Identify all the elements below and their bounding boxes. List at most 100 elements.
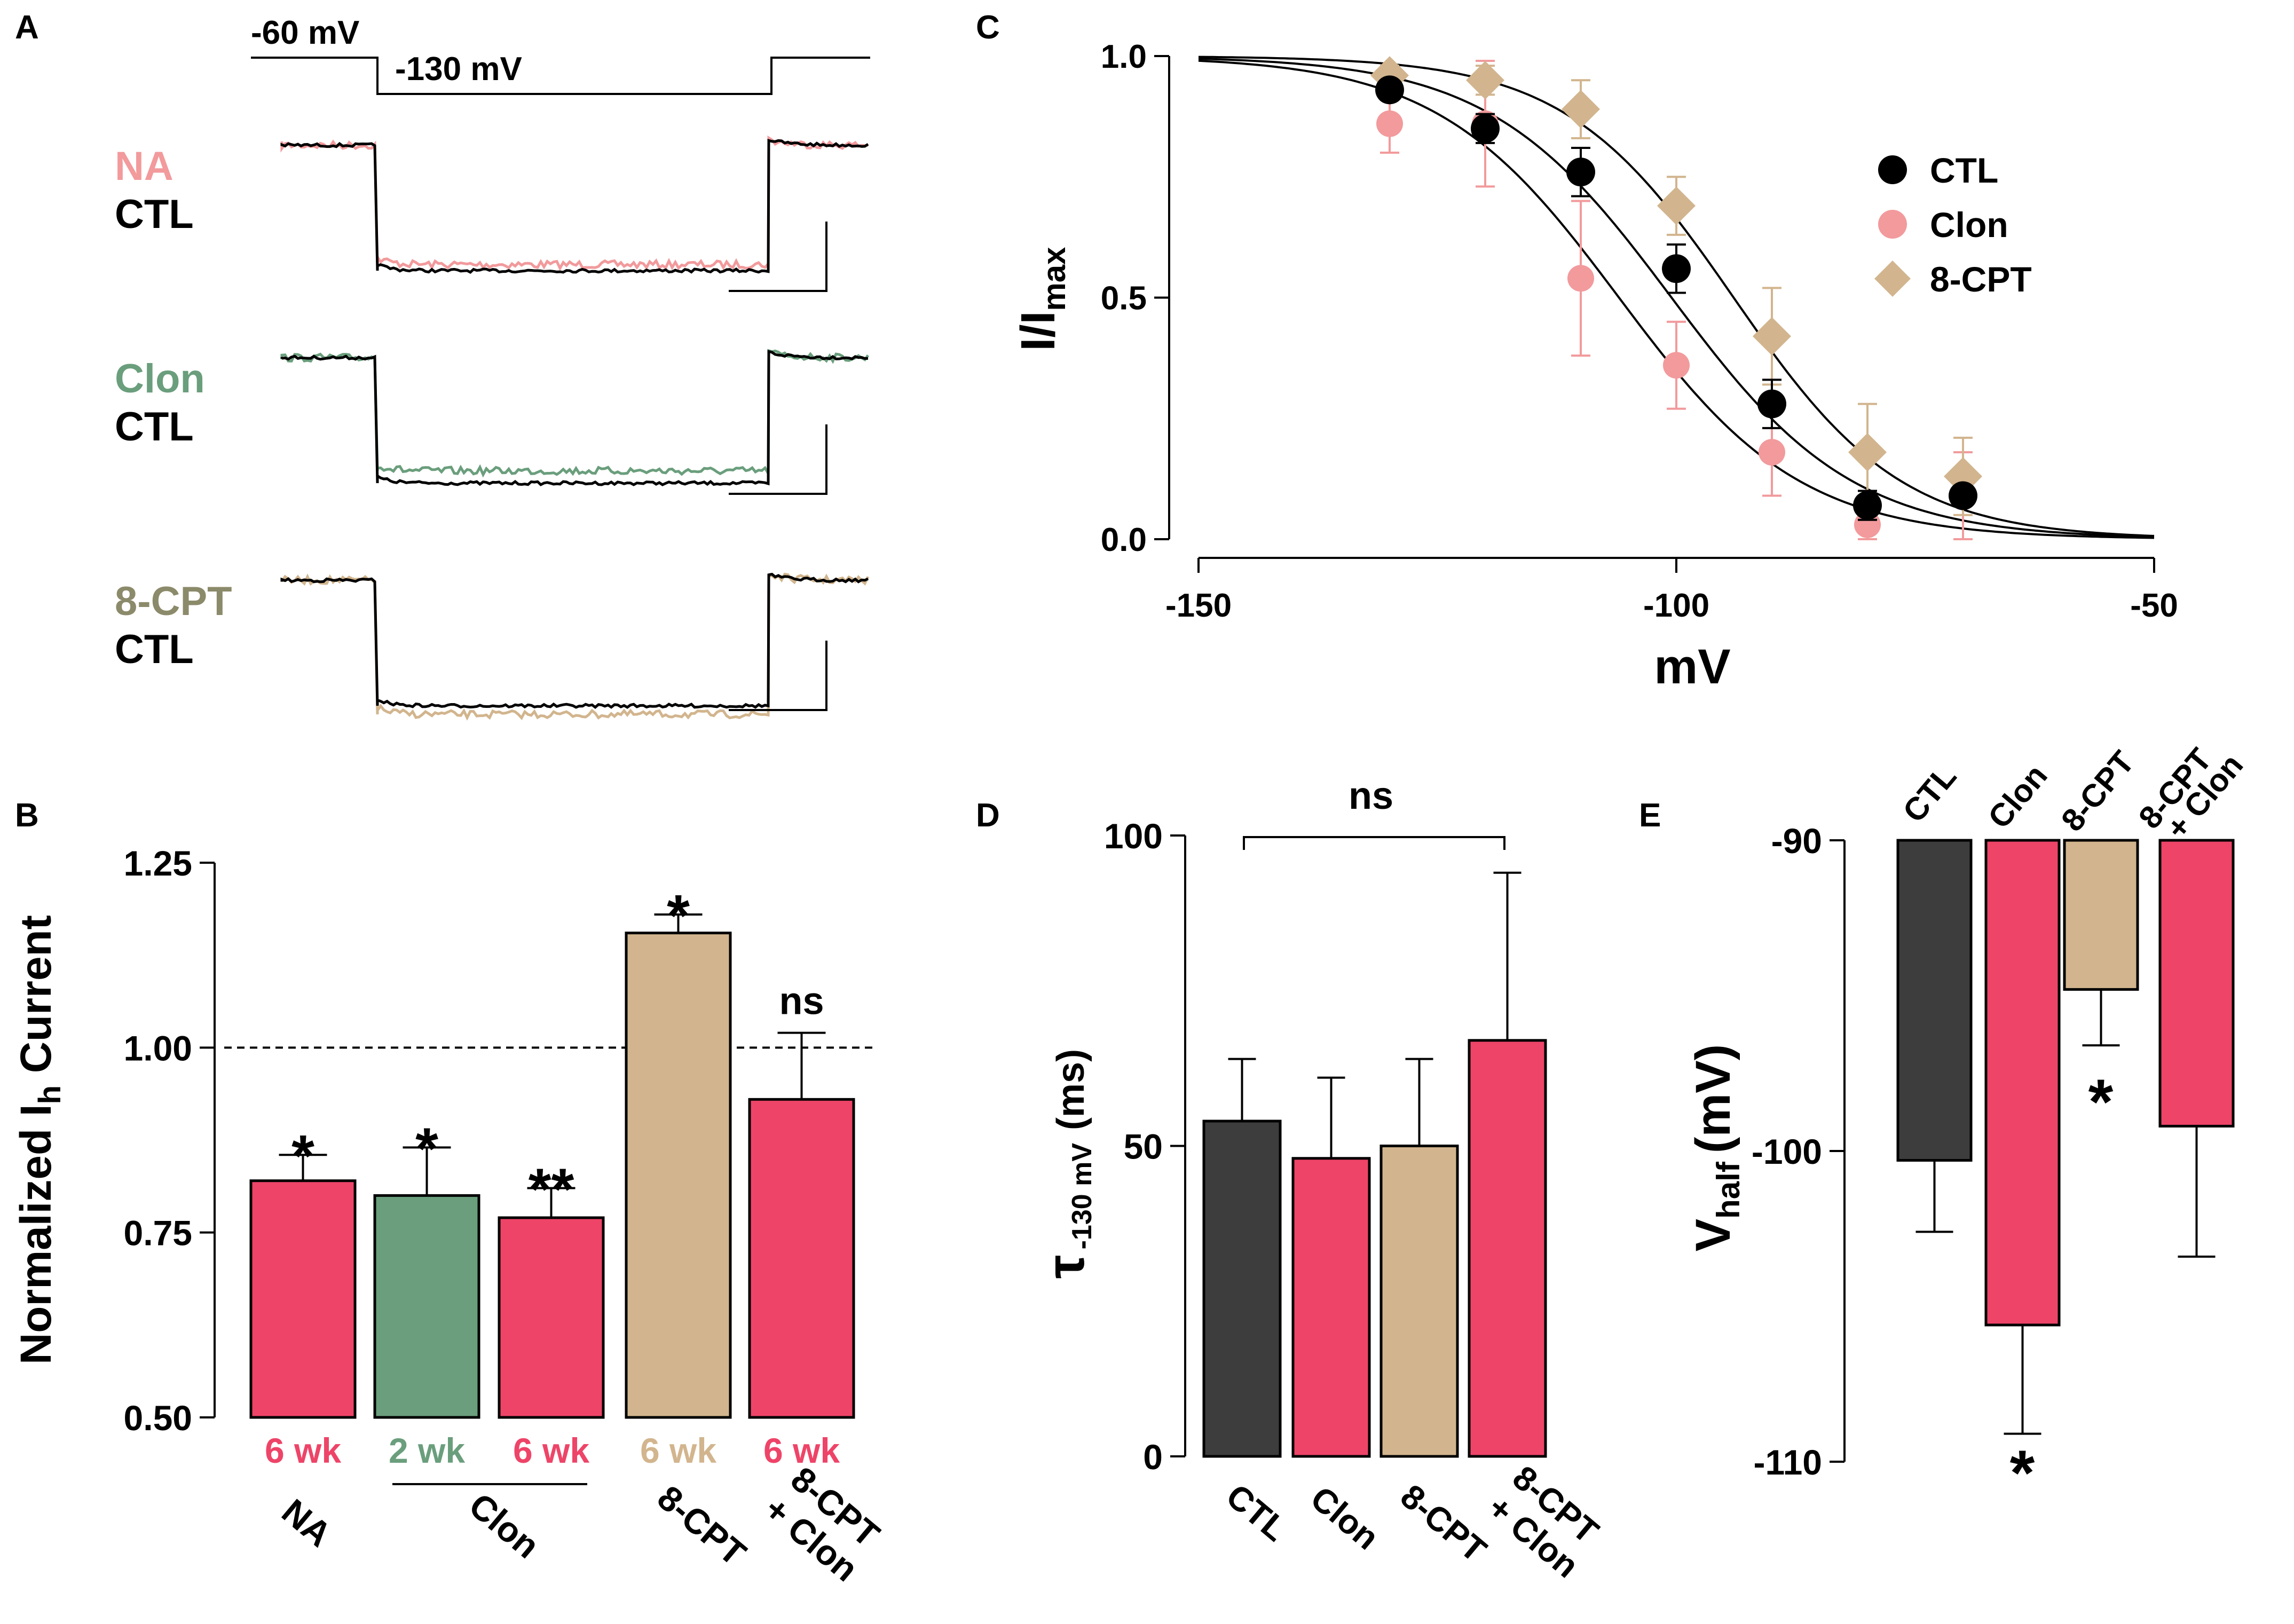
significance-label: *	[2088, 1066, 2114, 1138]
bar	[1468, 1039, 1547, 1458]
y-tick-label: 0.50	[124, 1398, 192, 1438]
panel-letter-a: A	[15, 9, 39, 46]
y-tick-label: 0	[1143, 1437, 1163, 1477]
legend-label: Clon	[1930, 205, 2008, 245]
significance-label: **	[529, 1157, 574, 1223]
point-8cpt	[1657, 186, 1696, 225]
point-ctl	[1375, 75, 1404, 105]
point-clon	[1663, 352, 1690, 379]
bar	[1896, 839, 1973, 1162]
point-8cpt	[1562, 90, 1600, 129]
y-axis-label: Vhalf (mV)	[1686, 1044, 1746, 1252]
bar	[625, 932, 732, 1419]
legend-label: CTL	[1930, 151, 1998, 190]
trace-8-cpt	[280, 572, 870, 721]
group-label-8cpt: 8-CPT	[650, 1478, 754, 1573]
bar	[2063, 839, 2139, 991]
category-label-8cpt: 8-CPT	[2054, 744, 2141, 838]
category-label-ctl: CTL	[1896, 759, 1963, 829]
y-tick-label: 0.75	[124, 1213, 192, 1253]
trace-ctl	[280, 138, 869, 274]
y-axis-label-sub: half	[1710, 1161, 1746, 1219]
bar	[1984, 839, 2061, 1327]
fit-curve-ctl	[1198, 57, 2155, 538]
panel-b-bar-chart: 0.50 0.75 1.00 1.25 Normalized Ih Current * 6 …	[12, 843, 887, 1589]
category-label-8cpt: 8-CPT	[1393, 1477, 1494, 1570]
y-axis-label-main: Normalized I	[12, 1104, 60, 1365]
x-tick-label: -100	[1643, 587, 1709, 624]
trace-ctl	[280, 572, 869, 709]
y-tick-label: 1.25	[124, 843, 192, 883]
bar	[373, 1194, 480, 1419]
y-tick-label: -100	[1752, 1132, 1822, 1171]
trace-label-ctl: CTL	[115, 627, 194, 672]
panel-letter-c: C	[976, 9, 1000, 46]
y-tick-label: 0.5	[1101, 280, 1147, 317]
trace-na	[280, 135, 869, 271]
point-ctl	[1853, 491, 1882, 520]
point-clon	[1567, 265, 1594, 292]
point-ctl	[1662, 254, 1691, 283]
protocol-trace	[251, 57, 870, 95]
y-tick-label: 50	[1124, 1127, 1163, 1166]
y-axis-label-sub: max	[1036, 247, 1072, 311]
category-label-ctl: CTL	[1219, 1477, 1295, 1549]
y-axis-label: Normalized Ih Current	[12, 915, 67, 1365]
significance-label: *	[2010, 1437, 2035, 1509]
legend-marker	[1874, 261, 1911, 297]
duration-label: 6 wk	[265, 1431, 341, 1470]
significance-label: ns	[1349, 775, 1393, 817]
y-tick-label: -110	[1754, 1442, 1822, 1482]
panel-letter-e: E	[1639, 797, 1661, 834]
scale-bar	[729, 641, 827, 711]
bar	[498, 1216, 605, 1419]
legend-label: 8-CPT	[1930, 259, 2032, 299]
significance-label: *	[415, 1116, 438, 1181]
duration-label: 6 wk	[513, 1431, 589, 1470]
point-ctl	[1949, 481, 1977, 510]
point-8cpt	[1753, 317, 1791, 356]
y-axis-label-end: Current	[12, 915, 60, 1085]
duration-label: 6 wk	[640, 1431, 716, 1470]
y-axis-label-sub: -130 mV	[1067, 1143, 1098, 1250]
bar	[249, 1179, 357, 1419]
point-ctl	[1757, 389, 1786, 419]
category-label-clon: Clon	[1981, 758, 2054, 835]
bar	[2158, 839, 2235, 1128]
y-axis-label: τ -130 mV (ms)	[1036, 1049, 1098, 1279]
panel-c-activation-curve: 0.0 0.5 1.0 -150 -100 -50 mV I/Imax CTL Clon 8-CPT	[1012, 38, 2178, 694]
y-axis-label-main: V	[1686, 1219, 1740, 1251]
y-axis-label-main: τ	[1036, 1255, 1095, 1279]
point-clon	[1376, 110, 1403, 137]
y-tick-label: 1.0	[1101, 38, 1147, 75]
point-8cpt	[1848, 433, 1887, 472]
duration-label: 6 wk	[763, 1431, 840, 1470]
bar	[1379, 1145, 1459, 1458]
y-tick-label: 100	[1104, 816, 1163, 856]
y-tick-label: -90	[1771, 821, 1822, 861]
point-ctl	[1471, 114, 1500, 143]
legend-marker	[1878, 210, 1907, 239]
y-axis-label-end: (mV)	[1686, 1044, 1740, 1153]
bar	[748, 1098, 855, 1419]
group-label-clon: Clon	[462, 1485, 547, 1566]
point-8cpt	[1466, 61, 1504, 100]
panel-letters: A B C D E	[15, 9, 1661, 834]
trace-label-ctl: CTL	[115, 192, 194, 237]
step-voltage-label: -130 mV	[395, 51, 522, 88]
significance-label: *	[667, 883, 690, 949]
y-axis-label: I/Imax	[1012, 247, 1072, 351]
trace-label-8-cpt: 8-CPT	[115, 579, 232, 624]
fit-curve-clon	[1198, 59, 2155, 539]
holding-voltage-label: -60 mV	[251, 14, 359, 51]
trace-clon	[280, 349, 870, 479]
group-label-na: NA	[274, 1491, 339, 1554]
bar	[1202, 1120, 1282, 1458]
significance-label: ns	[779, 980, 824, 1023]
point-ctl	[1566, 157, 1595, 187]
trace-label-clon: Clon	[115, 356, 205, 401]
trace-ctl	[280, 350, 869, 486]
